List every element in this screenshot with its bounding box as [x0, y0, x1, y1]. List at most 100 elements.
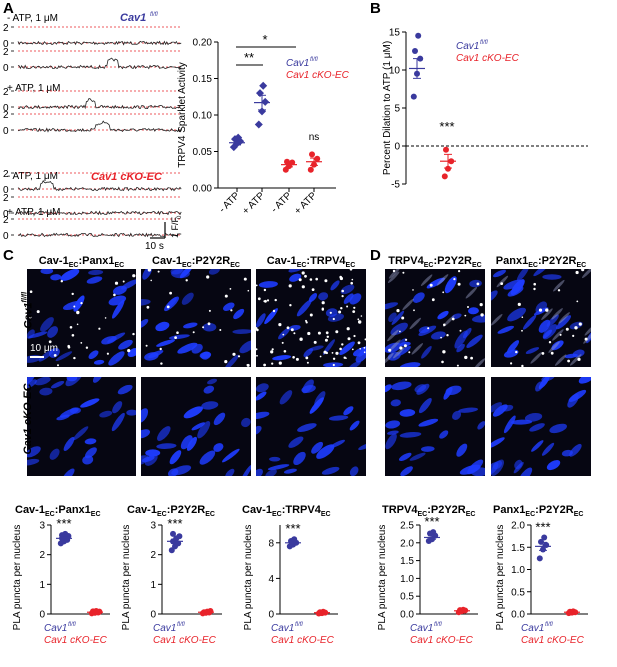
pla-punctum [160, 362, 163, 365]
y-tick-label: 3 [39, 521, 45, 532]
pla-punctum [353, 306, 356, 309]
x-tick-label: - ATP [217, 190, 242, 215]
y-tick-label: 2.0 [400, 538, 414, 549]
row-label-control: Cav1fl/fl [21, 291, 35, 329]
nucleus [546, 314, 559, 327]
pla-punctum [413, 309, 415, 312]
y-tick-label: 5 [394, 104, 400, 115]
data-point [445, 165, 451, 172]
microscopy-image [141, 269, 251, 367]
chart-title: Cav-1EC:P2Y2REC [127, 504, 215, 518]
pla-punctum [341, 343, 344, 346]
nucleus [233, 308, 245, 320]
pla-punctum [71, 334, 75, 337]
nucleus [256, 425, 262, 435]
pla-punctum [271, 362, 274, 365]
cell-texture [402, 298, 414, 311]
nucleus [491, 402, 502, 413]
trace-tick: 2 [3, 87, 9, 98]
data-point [441, 173, 448, 180]
pla-punctum [76, 310, 80, 315]
nucleus [572, 349, 585, 358]
data-point [314, 155, 321, 162]
y-axis-label: TRPV4 Sparklet Activity [177, 62, 188, 168]
chart-title: Panx1EC:P2Y2REC [493, 504, 583, 518]
nucleus [531, 440, 544, 452]
nucleus [349, 293, 362, 305]
nucleus [358, 443, 366, 451]
cell-texture [388, 269, 401, 279]
pla-punctum [274, 298, 277, 302]
scale-bar [30, 356, 44, 358]
nucleus [311, 441, 324, 454]
y-axis-label: Percent Dilation to ATP (1 μM) [382, 41, 393, 175]
y-tick-label: 15 [389, 28, 401, 39]
legend-ko: Cav1 cKO-EC [153, 635, 217, 646]
nucleus [288, 269, 304, 273]
pla-punctum [576, 300, 579, 303]
data-point [259, 81, 268, 90]
nucleus [418, 418, 439, 427]
nucleus [256, 391, 267, 401]
pla-punctum [467, 306, 469, 308]
y-axis-label: PLA puncta per nucleus [243, 525, 254, 631]
image-header: Cav-1EC:TRPV4EC [266, 255, 356, 270]
cell-texture [548, 341, 560, 353]
trace-tick: 0 [3, 231, 9, 242]
nucleus [127, 348, 136, 358]
pla-punctum [351, 278, 354, 281]
fluorescence-trace [17, 57, 182, 70]
pla-punctum [73, 305, 76, 308]
significance-label: *** [439, 119, 454, 134]
nucleus [330, 280, 340, 291]
data-point [256, 89, 264, 98]
nucleus [27, 377, 35, 387]
nucleus [400, 466, 413, 476]
nucleus [168, 468, 179, 476]
chart-title: TRPV4EC:P2Y2REC [382, 504, 475, 518]
nucleus [117, 384, 133, 395]
pla-punctum [283, 350, 287, 353]
cell-texture [393, 346, 405, 359]
nucleus [84, 447, 97, 459]
nucleus [48, 347, 60, 358]
fluorescence-trace [17, 40, 182, 46]
nucleus [272, 355, 292, 361]
nucleus [444, 276, 457, 294]
nucleus [541, 377, 555, 382]
nucleus [349, 466, 359, 476]
nucleus [398, 452, 412, 462]
fluorescence-trace [17, 180, 182, 192]
image-header: Cav-1EC:P2Y2REC [152, 255, 240, 270]
nucleus [208, 269, 220, 275]
pla-punctum [127, 349, 131, 353]
legend-control-sup: fl/fl [434, 622, 442, 628]
legend-control-sup: fl/fl [480, 40, 488, 46]
cell-texture [420, 274, 433, 286]
cell-texture [569, 354, 582, 366]
nucleus [456, 443, 468, 457]
y-tick-label: 0.5 [400, 592, 414, 603]
nucleus [462, 327, 472, 339]
trace-condition-label: + ATP, 1 μM [7, 207, 60, 218]
pla-punctum [412, 289, 414, 291]
pla-punctum [208, 309, 211, 312]
pla-punctum [232, 352, 236, 356]
trace-tick: 2 [3, 215, 9, 226]
y-tick-label: 2 [39, 550, 45, 561]
nucleus [469, 279, 482, 288]
pla-punctum [73, 356, 76, 360]
nucleus [467, 459, 484, 475]
pla-punctum [577, 357, 581, 361]
nucleus [111, 412, 125, 432]
scale-bar-label: 10 μm [30, 343, 58, 354]
cell-texture [551, 308, 563, 320]
nucleus [278, 327, 291, 340]
cell-texture [541, 308, 553, 320]
nucleus [121, 279, 136, 290]
pla-punctum [257, 297, 261, 301]
y-tick-label: 1.0 [511, 565, 525, 576]
nucleus [73, 295, 85, 312]
pla-punctum [459, 329, 462, 332]
pla-punctum [349, 269, 353, 271]
